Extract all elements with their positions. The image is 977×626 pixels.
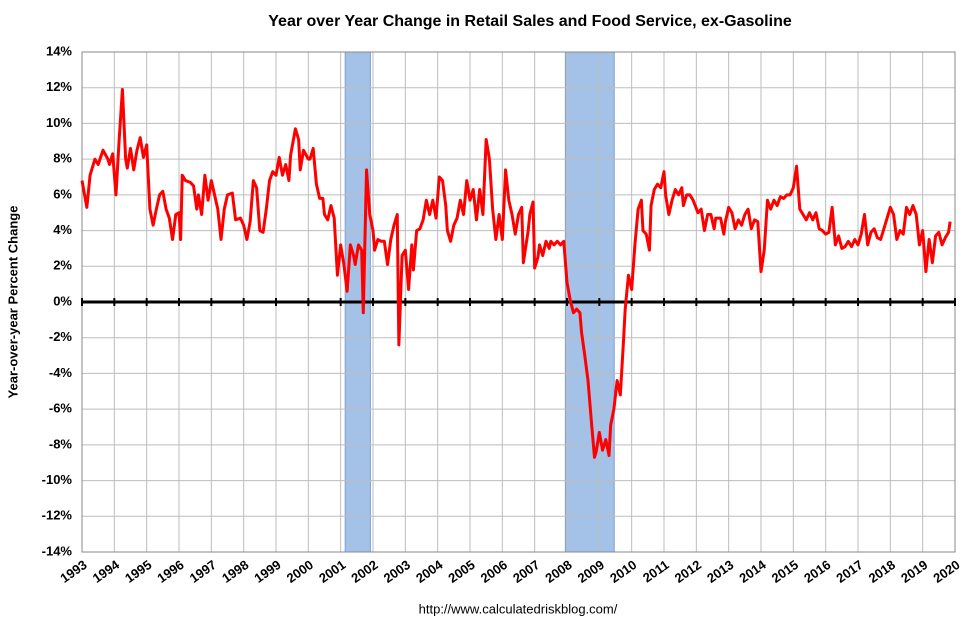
chart-title: Year over Year Change in Retail Sales an… [268, 13, 792, 30]
y-tick-label: -4% [49, 365, 73, 380]
y-tick-label: -2% [49, 329, 73, 344]
y-tick-label: 10% [46, 115, 72, 130]
y-tick-label: -14% [42, 543, 73, 558]
y-tick-label: 2% [53, 258, 72, 273]
y-tick-label: -10% [42, 472, 73, 487]
y-tick-label: 0% [53, 293, 72, 308]
y-tick-label: -12% [42, 508, 73, 523]
y-tick-label: -8% [49, 436, 73, 451]
y-tick-label: 12% [46, 79, 72, 94]
y-tick-label: -6% [49, 401, 73, 416]
y-tick-label: 14% [46, 43, 72, 58]
y-tick-label: 8% [53, 151, 72, 166]
data-line [80, 88, 952, 459]
y-tick-label: 6% [53, 186, 72, 201]
source: http://www.calculatedriskblog.com/ [419, 601, 618, 616]
y-axis-label: Year-over-year Percent Change [5, 206, 20, 399]
y-tick-label: 4% [53, 222, 72, 237]
